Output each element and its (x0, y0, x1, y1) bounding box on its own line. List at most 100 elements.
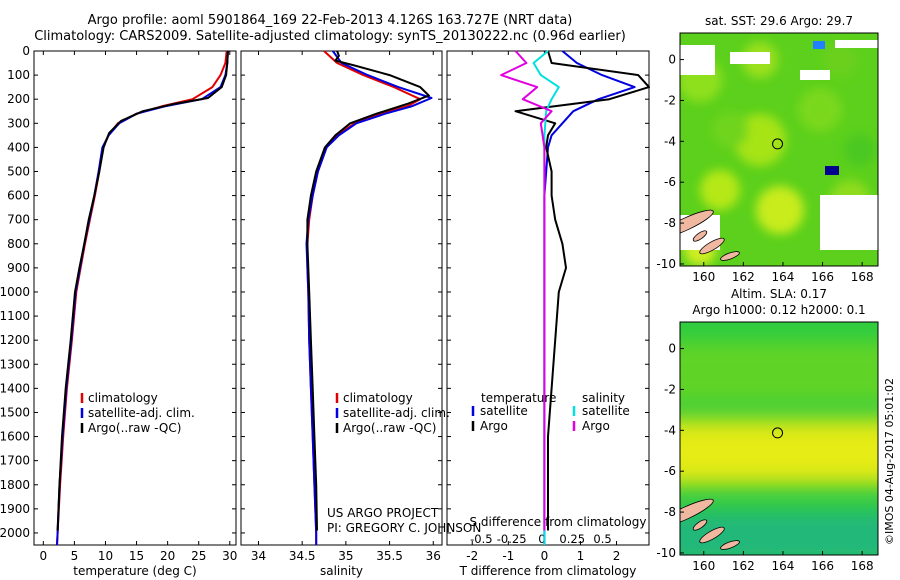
field-texture (680, 342, 878, 555)
x-tick-label: 168 (851, 270, 874, 284)
x-tick-label: 34 (251, 549, 266, 563)
legend-label: Argo (480, 419, 508, 433)
y-tick-label: 0 (668, 53, 676, 67)
y-tick-label: -10 (656, 546, 676, 560)
legend-title-salinity: salinity (582, 391, 625, 405)
x-tick-label: 35 (338, 549, 353, 563)
x-axis-label: salinity (320, 564, 363, 578)
legend-label: satellite-adj. clim. (343, 406, 450, 420)
project-line: US ARGO PROJECT (327, 506, 439, 520)
x-tick-label: 166 (811, 559, 834, 573)
x-tick-label: 10 (98, 549, 113, 563)
island (699, 237, 725, 255)
no-data-patch (800, 70, 830, 80)
y-tick-label: 1200 (0, 333, 30, 347)
x-tick-label: 164 (772, 559, 795, 573)
field-blob (756, 186, 804, 234)
y-tick-label: -6 (664, 175, 676, 189)
y-tick-label: 1300 (0, 357, 30, 371)
map-subtitle: Argo h1000: 0.12 h2000: 0.1 (692, 303, 865, 317)
x-tick-label: 5 (71, 549, 79, 563)
legend-label: Argo(..raw -QC) (88, 421, 181, 435)
y-tick-label: 1700 (0, 454, 30, 468)
y-tick-label: 1400 (0, 381, 30, 395)
field-blob (700, 170, 740, 210)
map-title: sat. SST: 29.6 Argo: 29.7 (705, 14, 853, 28)
panel-salinity: 34 34.5 35 35.5 36 salinity climatologysatelli… (240, 50, 481, 578)
y-tick-label: 1000 (0, 285, 30, 299)
x-tick-label: 160 (692, 559, 715, 573)
legend-label: Argo(..raw -QC) (343, 421, 436, 435)
field-band (680, 432, 878, 472)
y-tick-label: 0 (22, 44, 30, 58)
pi-line: PI: GREGORY C. JOHNSON (327, 521, 481, 535)
y-tick-label: 300 (7, 116, 30, 130)
panel-difference: -2 -1 0 1 2T difference from climatology -0.5… (446, 50, 650, 578)
header-title: Argo profile: aoml 5901864_169 22-Feb-20… (87, 13, 573, 28)
plot-frame (240, 50, 443, 546)
y-tick-label: 1600 (0, 430, 30, 444)
x-tick-label: 15 (129, 549, 144, 563)
legend-label: climatology (88, 391, 158, 405)
island (720, 540, 740, 550)
top-x-tick-label: 0.25 (559, 532, 585, 546)
cold-patch (825, 166, 839, 175)
y-tick-label: 800 (7, 237, 30, 251)
x-tick-label: 162 (732, 270, 755, 284)
map-sst_map: 160 162 164 166 168 0 -2 -4 -6 -8 -10 sat. SST: 29.… (656, 14, 879, 284)
field-band (680, 342, 878, 402)
x-tick-label: 25 (191, 549, 206, 563)
map-title: Altim. SLA: 0.17 (731, 287, 827, 301)
x-axis-label: T difference from climatology (459, 564, 637, 578)
y-tick-label: 0 (668, 342, 676, 356)
no-data-patch (835, 40, 878, 48)
y-tick-label: -8 (664, 505, 676, 519)
x-tick-label: 30 (222, 549, 237, 563)
plot-frame (33, 50, 237, 546)
x-axis-label: temperature (deg C) (73, 564, 196, 578)
series-line-argo_salinity (500, 50, 553, 531)
top-x-tick-label: -0.5 (470, 532, 492, 546)
x-tick-label: 36 (426, 549, 441, 563)
series-line-argo (56, 50, 229, 531)
x-tick-label: 162 (732, 559, 755, 573)
top-x-tick-label: 0.5 (593, 532, 611, 546)
y-tick-label: -8 (664, 216, 676, 230)
top-x-tick-label: -0.25 (497, 532, 527, 546)
no-data-patch (680, 45, 715, 75)
series-line-argo (306, 50, 430, 531)
y-tick-label: 1500 (0, 405, 30, 419)
y-tick-label: 600 (7, 189, 30, 203)
y-tick-label: -2 (664, 382, 676, 396)
x-tick-label: 35.5 (376, 549, 403, 563)
y-tick-label: 100 (7, 68, 30, 82)
legend-label: satellite (582, 404, 630, 418)
x-tick-label: 34.5 (289, 549, 316, 563)
island (692, 519, 708, 531)
y-tick-label: 2000 (0, 526, 30, 540)
island (692, 230, 708, 242)
y-tick-label: 200 (7, 92, 30, 106)
field-blob (798, 88, 842, 132)
map-field (680, 322, 878, 555)
island (720, 251, 740, 261)
no-data-patch (820, 195, 878, 250)
series-line-climatology (306, 50, 422, 545)
x-tick-label: 2 (613, 549, 621, 563)
legend-label: climatology (343, 391, 413, 405)
map-sla_map: 160 162 164 166 168 0 -2 -4 -6 -8 -10 Altim. SLA: 0… (656, 287, 879, 573)
y-tick-label: 1800 (0, 478, 30, 492)
credit-text: ©IMOS 04-Aug-2017 05:01:02 (883, 378, 896, 545)
top-axis-label: S difference from climatology (470, 515, 647, 529)
x-tick-label: 166 (811, 270, 834, 284)
x-tick-label: 160 (692, 270, 715, 284)
legend-title-temperature: temperature (481, 391, 556, 405)
top-x-tick-label: 0 (538, 532, 545, 546)
y-tick-label: 400 (7, 140, 30, 154)
legend-label: Argo (582, 419, 610, 433)
y-tick-label: 1900 (0, 502, 30, 516)
series-line-satellite (305, 50, 433, 545)
x-tick-label: 1 (577, 549, 585, 563)
x-tick-label: 168 (851, 559, 874, 573)
field-blob (822, 42, 858, 78)
